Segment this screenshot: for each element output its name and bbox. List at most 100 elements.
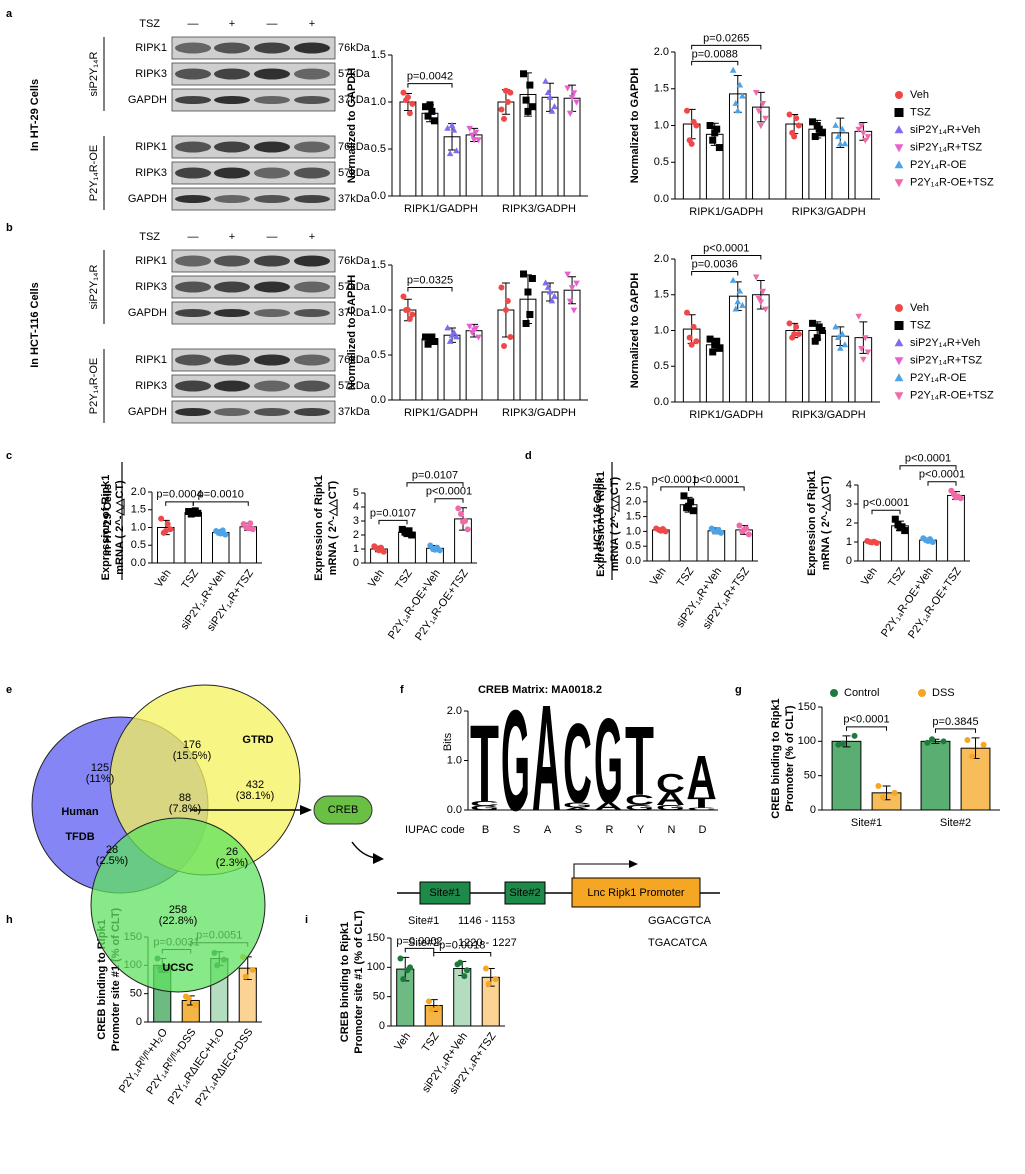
arrow-head bbox=[373, 853, 384, 864]
data-point bbox=[862, 335, 869, 342]
y-tick-label: 4 bbox=[353, 501, 359, 513]
data-point bbox=[400, 293, 407, 300]
size-label: 76kDa bbox=[338, 354, 371, 366]
data-point bbox=[400, 89, 407, 96]
size-label: 37kDa bbox=[338, 307, 371, 319]
x-tick-label: Veh bbox=[366, 568, 387, 590]
size-label: 37kDa bbox=[338, 94, 371, 106]
data-point bbox=[795, 122, 802, 129]
data-point bbox=[466, 125, 473, 132]
data-point bbox=[573, 99, 580, 106]
blot-band bbox=[254, 309, 290, 317]
blot-band bbox=[214, 380, 250, 392]
logo-letter: T bbox=[625, 708, 654, 817]
data-point bbox=[501, 343, 508, 349]
error-bar bbox=[756, 91, 765, 123]
blot-band bbox=[214, 354, 250, 366]
blot-strip bbox=[171, 187, 336, 211]
p-value: p<0.0001 bbox=[703, 242, 749, 254]
y-tick-label: 5 bbox=[353, 487, 359, 499]
y-tick-label: 2 bbox=[846, 517, 852, 529]
data-point bbox=[841, 140, 849, 147]
y-tick-label: 1.0 bbox=[626, 525, 641, 537]
y-axis-label: Bits bbox=[442, 732, 454, 751]
data-point bbox=[838, 125, 846, 132]
blot-band bbox=[175, 281, 211, 293]
data-point bbox=[855, 313, 862, 320]
data-point bbox=[860, 356, 867, 363]
data-point bbox=[791, 331, 798, 338]
data-point bbox=[736, 522, 743, 529]
data-point bbox=[795, 331, 802, 338]
data-point bbox=[741, 526, 748, 533]
y-tick-label: 1.0 bbox=[447, 754, 462, 766]
blot-band bbox=[175, 68, 211, 80]
blot-band bbox=[294, 167, 330, 179]
code-label: IUPAC code bbox=[405, 824, 465, 836]
data-point bbox=[680, 492, 688, 500]
x-tick-label: RIPK1/GADPH bbox=[404, 407, 478, 419]
lane-label: + bbox=[229, 18, 235, 30]
significance-bracket bbox=[660, 486, 690, 491]
bar bbox=[465, 330, 483, 401]
bar bbox=[239, 526, 257, 564]
logo-letter: G bbox=[625, 803, 654, 812]
blot-band bbox=[175, 255, 211, 267]
y-axis-label: Expression of Ripk1 bbox=[595, 471, 607, 577]
lane-label: — bbox=[188, 231, 199, 243]
legend-label: siP2Y₁₄R+Veh bbox=[910, 124, 980, 136]
legend-label: siP2Y₁₄R+TSZ bbox=[910, 354, 982, 366]
y-tick-label: 0 bbox=[379, 1020, 385, 1032]
y-tick-label: 0.5 bbox=[131, 539, 146, 551]
iupac-code: S bbox=[575, 824, 582, 836]
data-point bbox=[551, 292, 558, 299]
data-point bbox=[759, 288, 767, 295]
data-point bbox=[498, 284, 505, 291]
bar bbox=[421, 338, 439, 401]
significance-bracket bbox=[934, 728, 977, 733]
motif-title: CREB Matrix: MA0018.2 bbox=[478, 684, 602, 696]
data-point bbox=[566, 110, 574, 117]
x-tick-label: Site#2 bbox=[940, 817, 971, 829]
site-box bbox=[419, 881, 471, 905]
y-axis-label: mRNA ( 2^-△△CT) bbox=[820, 475, 832, 570]
significance-bracket bbox=[688, 486, 745, 491]
group-label: siP2Y₁₄R bbox=[88, 52, 100, 97]
panel-letter: b bbox=[6, 222, 13, 234]
panel-letter: h bbox=[6, 914, 13, 926]
y-axis-label: mRNA ( 2^-△△CT) bbox=[327, 480, 339, 575]
data-point bbox=[791, 133, 798, 140]
bar bbox=[728, 295, 747, 403]
data-point bbox=[980, 741, 987, 748]
iupac-code: Y bbox=[637, 824, 645, 836]
significance-bracket bbox=[691, 44, 762, 50]
significance-bracket bbox=[407, 287, 453, 292]
data-point bbox=[448, 121, 456, 128]
size-label: 57kDa bbox=[338, 281, 371, 293]
site-box bbox=[504, 881, 546, 905]
y-tick-label: 1.5 bbox=[371, 49, 386, 61]
y-axis-label: CREB binding to Ripk1 bbox=[770, 698, 782, 818]
significance-bracket bbox=[845, 726, 888, 731]
y-axis-label: mRNA ( 2^-△△CT) bbox=[114, 480, 126, 575]
blot-strip bbox=[171, 400, 336, 424]
y-axis-label: Expression of Ripk1 bbox=[313, 475, 325, 581]
blot-band bbox=[294, 68, 330, 80]
data-point bbox=[426, 335, 434, 343]
blot-band bbox=[214, 408, 250, 416]
venn-count: 125 bbox=[91, 762, 109, 774]
blot-band bbox=[175, 96, 211, 104]
x-tick-label: RIPK1/GADPH bbox=[689, 409, 763, 421]
p-value: p=0.3845 bbox=[932, 716, 978, 728]
data-point bbox=[940, 738, 947, 745]
data-point bbox=[468, 132, 476, 139]
data-point bbox=[450, 126, 458, 133]
data-point bbox=[729, 276, 737, 283]
lane-label: + bbox=[229, 231, 235, 243]
significance-bracket bbox=[378, 519, 408, 525]
y-tick-label: 50 bbox=[373, 991, 385, 1003]
data-point bbox=[424, 112, 432, 120]
data-point bbox=[688, 341, 695, 348]
data-point bbox=[869, 539, 875, 546]
protein-label: RIPK3 bbox=[135, 380, 167, 392]
